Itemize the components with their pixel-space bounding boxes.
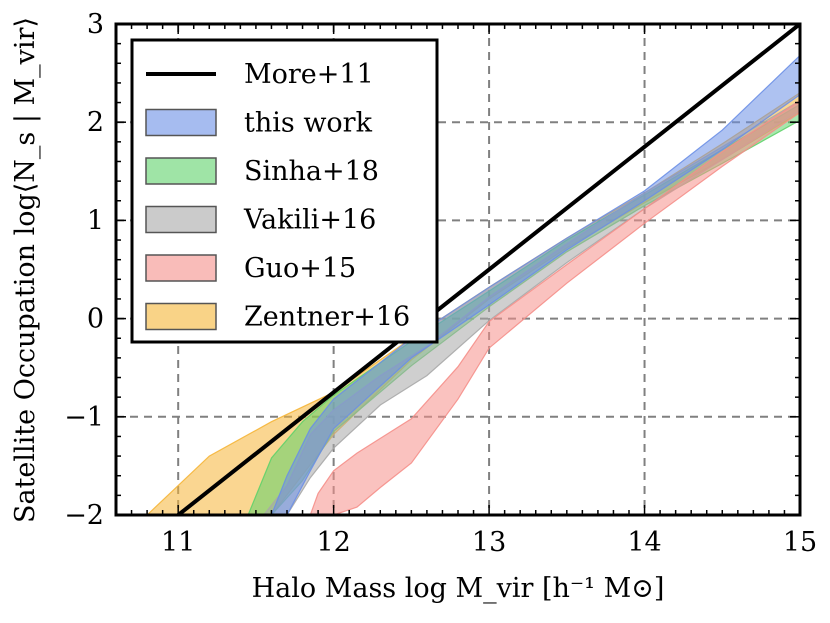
y-tick-label: 0 xyxy=(87,304,104,335)
legend-swatch xyxy=(145,157,217,185)
band-guo-15 xyxy=(309,99,800,515)
plot-frame xyxy=(114,22,802,517)
legend-label: More+11 xyxy=(244,59,374,90)
line-more-11 xyxy=(176,24,800,515)
legend-swatch xyxy=(145,205,217,234)
x-tick-label: 14 xyxy=(627,527,661,558)
legend-label: Guo+15 xyxy=(244,253,356,284)
x-tick-label: 15 xyxy=(783,527,817,558)
y-tick-label: 2 xyxy=(87,107,104,138)
y-axis-title: Satellite Occupation log⟨N_s | M_vir⟩ xyxy=(10,17,41,523)
legend: More+11 this work Sinha+18 Vakili+16 Guo+15 Z… xyxy=(130,38,439,344)
lines-layer xyxy=(176,24,800,515)
y-tick-label: 1 xyxy=(87,205,104,236)
y-tick-label: 3 xyxy=(87,9,104,40)
x-axis-title: Halo Mass log M_vir [h⁻¹ M⊙] xyxy=(252,573,665,604)
legend-label: Sinha+18 xyxy=(244,156,379,187)
legend-swatch xyxy=(145,302,217,331)
band-this-work xyxy=(270,54,800,515)
x-tick-label: 12 xyxy=(316,527,350,558)
legend-box xyxy=(130,38,439,344)
x-tick-label: 11 xyxy=(161,527,195,558)
y-tick-label: −1 xyxy=(64,402,104,433)
legend-label: this work xyxy=(244,108,373,139)
legend-label: Vakili+16 xyxy=(243,205,376,236)
legend-swatch xyxy=(145,254,217,282)
legend-label: Zentner+16 xyxy=(244,302,410,333)
legend-swatch xyxy=(145,108,217,137)
y-tick-label: −2 xyxy=(64,500,104,531)
x-tick-label: 13 xyxy=(472,527,506,558)
